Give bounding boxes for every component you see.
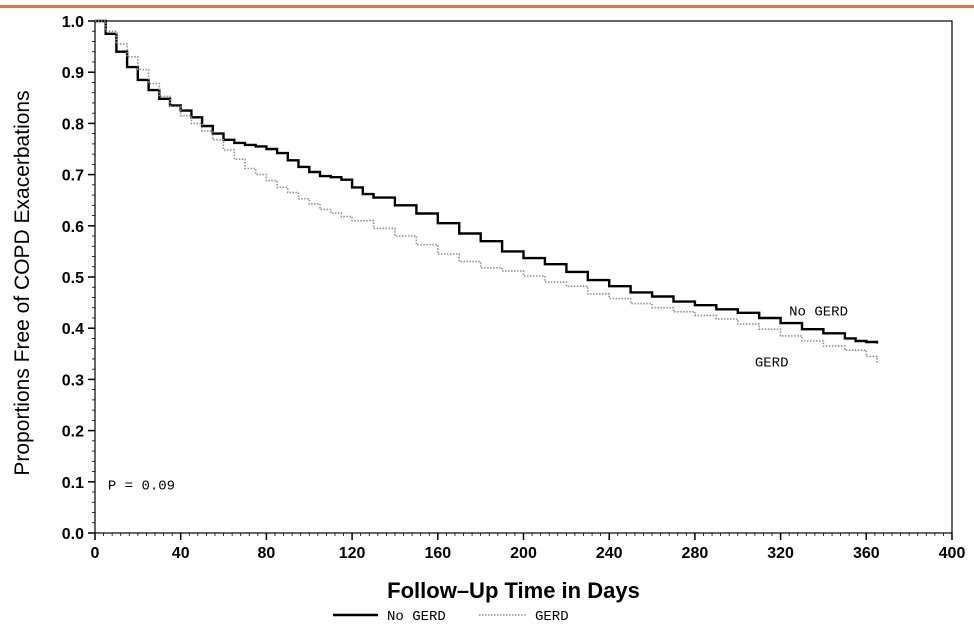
plot-frame [94, 20, 953, 534]
x-tick-label: 0 [91, 545, 100, 562]
y-tick-label: 0.7 [62, 168, 84, 185]
y-tick-label: 0.2 [62, 424, 84, 441]
y-tick-label: 0.4 [62, 321, 84, 338]
x-tick-label: 200 [510, 545, 537, 562]
y-tick-label: 0.0 [62, 526, 84, 543]
y-tick-label: 0.3 [62, 372, 84, 389]
series-line-gerd [95, 20, 878, 363]
y-tick-label: 1.0 [62, 14, 84, 31]
legend: No GERD GERD [333, 609, 569, 625]
x-tick-label: 240 [596, 545, 623, 562]
series-label-gerd: GERD [755, 356, 789, 372]
y-tick-label: 0.9 [62, 65, 84, 82]
x-tick-label: 280 [682, 545, 709, 562]
legend-label-gerd: GERD [535, 609, 569, 625]
x-tick-label: 320 [767, 545, 794, 562]
x-axis-title: Follow–Up Time in Days [387, 578, 640, 603]
series-line-no-gerd [95, 19, 879, 344]
x-tick-label: 120 [339, 545, 366, 562]
y-axis-title: Proportions Free of COPD Exacerbations [11, 90, 34, 475]
series-group [95, 19, 879, 363]
x-tick-label: 40 [172, 545, 190, 562]
labels-group: Follow–Up Time in Days Proportions Free … [11, 90, 848, 603]
y-tick-label: 0.5 [62, 270, 84, 287]
x-tick-label: 400 [939, 545, 966, 562]
x-tick-label: 160 [424, 545, 451, 562]
x-tick-label: 80 [258, 545, 276, 562]
legend-label-no-gerd: No GERD [387, 609, 446, 625]
y-tick-label: 0.8 [62, 116, 84, 133]
top-accent-rule [0, 5, 974, 8]
y-tick-label: 0.1 [62, 475, 84, 492]
p-value-annotation: P = 0.09 [108, 478, 175, 494]
y-tick-label: 0.6 [62, 219, 84, 236]
axes-group: 0 40 80 120 160 200 240 280 320 360 400 0.0 0.1 0.2 0.… [62, 14, 966, 562]
x-tick-label: 360 [853, 545, 880, 562]
series-label-no-gerd: No GERD [789, 304, 848, 320]
